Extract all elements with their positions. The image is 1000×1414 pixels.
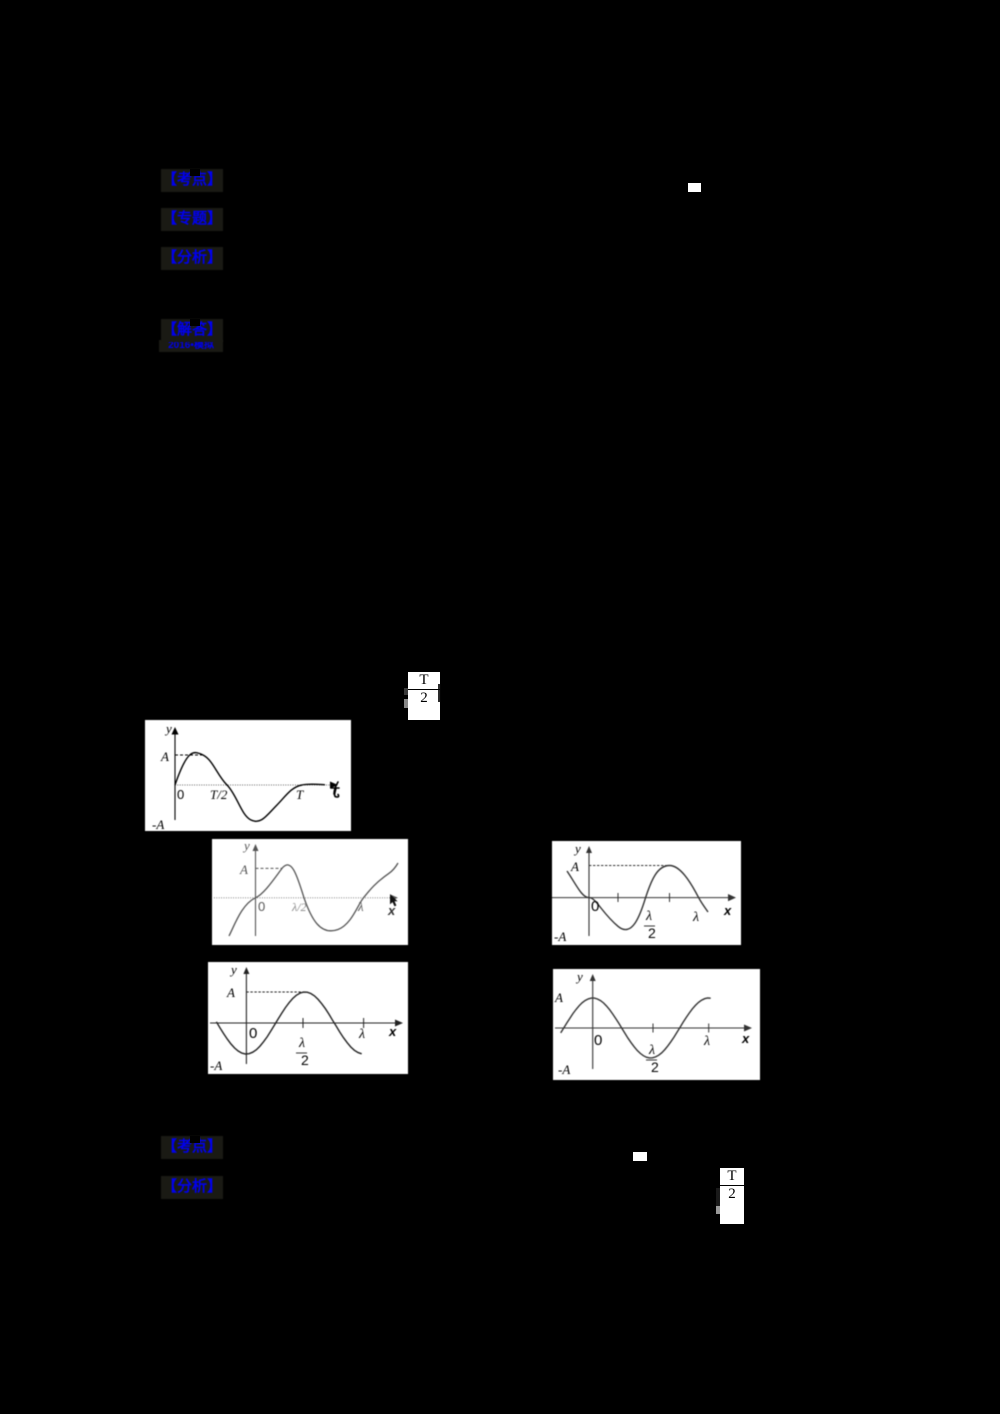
svg-text:0: 0 — [591, 898, 599, 915]
svg-text:A: A — [226, 985, 235, 1000]
svg-text:x: x — [741, 1031, 750, 1046]
svg-text:A: A — [554, 990, 563, 1005]
svg-text:0: 0 — [594, 1032, 602, 1049]
svg-text:λ: λ — [357, 899, 364, 914]
svg-text:-A: -A — [554, 929, 566, 944]
svg-text:λ: λ — [358, 1027, 365, 1042]
svg-text:0: 0 — [177, 787, 184, 802]
svg-text:T: T — [296, 787, 304, 802]
svg-text:-A: -A — [210, 1058, 222, 1073]
svg-text:-A: -A — [558, 1062, 570, 1077]
svg-text:2: 2 — [301, 1052, 309, 1068]
svg-text:λ/2: λ/2 — [291, 900, 307, 914]
svg-text:λ: λ — [298, 1036, 305, 1051]
svg-text:x: x — [723, 903, 732, 918]
svg-text:0: 0 — [249, 1025, 257, 1042]
svg-text:y: y — [573, 841, 581, 856]
svg-text:x: x — [388, 1024, 397, 1039]
svg-text:A: A — [160, 749, 169, 764]
svg-text:λ: λ — [692, 910, 699, 925]
svg-text:λ: λ — [648, 1043, 655, 1058]
svg-text:2: 2 — [651, 1059, 659, 1075]
svg-text:y: y — [242, 839, 250, 853]
svg-text:A: A — [239, 862, 248, 877]
svg-text:y: y — [229, 962, 237, 977]
svg-text:0: 0 — [258, 899, 265, 914]
svg-text:y: y — [575, 969, 583, 984]
svg-text:y: y — [164, 721, 172, 736]
svg-text:2: 2 — [648, 925, 656, 941]
svg-text:-A: -A — [152, 817, 164, 831]
svg-text:λ: λ — [703, 1034, 710, 1049]
svg-text:A: A — [570, 859, 579, 874]
svg-text:λ: λ — [645, 909, 652, 924]
svg-text:T/2: T/2 — [210, 787, 228, 802]
